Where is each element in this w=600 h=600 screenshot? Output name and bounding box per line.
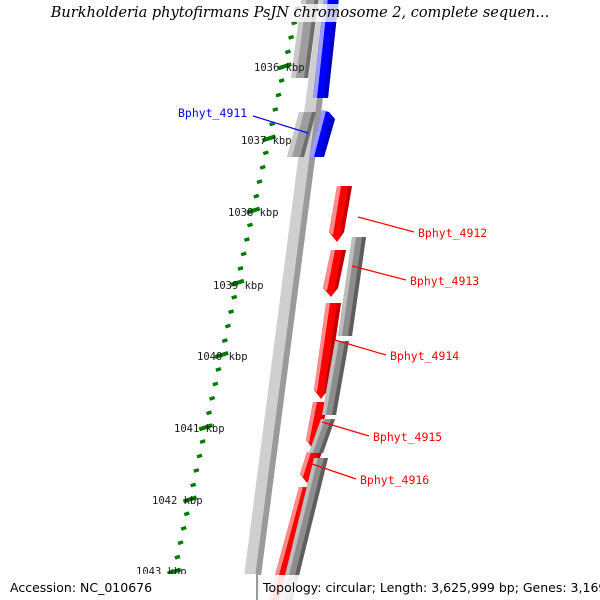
ruler-minor-tick — [262, 150, 269, 156]
forward-gene-track — [309, 0, 340, 157]
gray-feature[interactable] — [338, 237, 366, 336]
ruler-minor-tick — [212, 381, 219, 387]
ruler-minor-tick — [193, 468, 200, 473]
ruler-minor-tick — [291, 20, 298, 26]
ruler-minor-tick — [228, 309, 235, 315]
ruler-tick-label: 1041 kbp — [174, 423, 225, 435]
gene-leader-line — [357, 216, 415, 233]
ruler-major-tick — [214, 350, 229, 360]
ruler-minor-tick — [288, 34, 295, 40]
gray-feature-track-right — [276, 237, 366, 600]
ruler-major-tick — [246, 206, 261, 215]
ruler-minor-tick — [180, 525, 187, 531]
accession-text: Accession: NC_010676 — [10, 579, 153, 595]
ruler-minor-tick — [246, 222, 254, 228]
ruler-minor-tick — [278, 78, 285, 84]
ruler-tick-label: 1042 kbp — [152, 495, 203, 507]
ruler-minor-tick — [294, 5, 301, 11]
ruler-tick-label: 1036 kbp — [254, 62, 305, 74]
ruler-minor-tick — [177, 540, 184, 546]
ruler-minor-tick — [205, 410, 213, 416]
ruler-major-tick — [277, 62, 292, 71]
gray-feature[interactable] — [322, 341, 349, 415]
ruler-minor-tick — [269, 121, 276, 127]
gray-feature[interactable] — [287, 112, 316, 157]
gene-feature-reverse[interactable] — [314, 303, 341, 399]
ruler-minor-tick — [275, 92, 282, 98]
ruler-minor-tick — [284, 49, 291, 55]
gray-feature[interactable] — [276, 458, 328, 600]
ruler-minor-tick — [215, 366, 222, 372]
ruler-minor-tick — [237, 265, 244, 271]
ruler-minor-tick — [224, 323, 231, 329]
ruler-minor-tick — [199, 439, 206, 445]
gene-leader-line — [351, 265, 407, 281]
ruler-minor-tick — [259, 164, 266, 170]
ruler-minor-tick — [190, 482, 197, 488]
ruler-major-tick — [230, 278, 245, 287]
ruler-minor-tick — [183, 511, 190, 517]
gene-leader-line — [252, 115, 309, 134]
gene-label-bphyt_4911[interactable]: Bphyt_4911 — [178, 106, 248, 120]
ruler-tick-label: 1040 kbp — [197, 351, 248, 363]
ruler-minor-tick — [256, 179, 263, 185]
gene-feature-forward[interactable] — [309, 110, 335, 157]
ruler-minor-tick — [272, 107, 279, 112]
gene-feature-reverse[interactable] — [329, 186, 352, 242]
gene-leader-lines — [252, 115, 415, 480]
ruler-minor-tick — [240, 251, 247, 257]
gene-feature-forward[interactable] — [313, 0, 340, 98]
ruler-minor-tick — [209, 395, 216, 401]
gene-leader-line — [334, 339, 387, 356]
status-bar: Accession: NC_010676 Topology: circular;… — [0, 574, 600, 600]
ruler-minor-tick — [196, 453, 203, 459]
ruler-minor-tick — [174, 554, 181, 560]
gene-leader-line — [321, 421, 370, 437]
gene-label-bphyt_4916[interactable]: Bphyt_4916 — [360, 473, 430, 487]
ruler-major-tick — [182, 495, 198, 504]
topology-summary-text: Topology: circular; Length: 3,625,999 bp… — [263, 580, 600, 595]
ruler-major-tick — [198, 423, 213, 432]
ruler-tick-label: 1037 kbp — [241, 135, 292, 147]
ruler-minor-tick — [231, 294, 238, 300]
gene-label-bphyt_4912[interactable]: Bphyt_4912 — [418, 226, 488, 240]
topology-summary-cell: Topology: circular; Length: 3,625,999 bp… — [258, 575, 600, 600]
ruler-major-tick — [167, 567, 182, 576]
gene-leader-line — [311, 463, 357, 480]
ruler-tick-label: 1038 kbp — [228, 207, 279, 219]
ruler-tick-label: 1039 kbp — [213, 280, 264, 292]
gray-feature[interactable] — [309, 419, 335, 453]
gene-label-bphyt_4913[interactable]: Bphyt_4913 — [410, 274, 480, 288]
gene-label-bphyt_4914[interactable]: Bphyt_4914 — [390, 349, 460, 363]
gene-label-bphyt_4915[interactable]: Bphyt_4915 — [373, 430, 443, 444]
ruler-major-tick — [261, 134, 277, 143]
ruler-minor-tick — [221, 338, 228, 344]
ruler-minor-tick — [243, 237, 250, 242]
accession-cell: Accession: NC_010676 — [0, 574, 256, 600]
ruler-minor-tick — [253, 193, 260, 199]
gene-feature-reverse[interactable] — [323, 250, 346, 297]
